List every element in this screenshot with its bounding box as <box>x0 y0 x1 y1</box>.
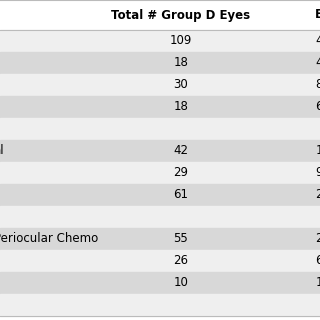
Text: 109: 109 <box>170 35 192 47</box>
Bar <box>0 184 320 206</box>
Bar <box>0 140 320 162</box>
Bar <box>0 162 320 184</box>
Bar <box>0 250 320 272</box>
Text: 18: 18 <box>173 57 188 69</box>
Bar <box>0 30 320 52</box>
Text: 29: 29 <box>173 166 188 180</box>
Text: 4: 4 <box>315 57 320 69</box>
Text: E: E <box>315 9 320 21</box>
Text: 6: 6 <box>315 100 320 114</box>
Text: Periocular Chemo: Periocular Chemo <box>0 233 98 245</box>
Text: 55: 55 <box>173 233 188 245</box>
Bar <box>0 0 320 30</box>
Text: 8: 8 <box>315 78 320 92</box>
Text: 9: 9 <box>315 166 320 180</box>
Bar <box>0 74 320 96</box>
Bar <box>0 272 320 294</box>
Text: 30: 30 <box>173 78 188 92</box>
Text: al: al <box>0 145 4 157</box>
Text: 2: 2 <box>315 188 320 202</box>
Bar <box>0 118 320 140</box>
Text: 2: 2 <box>315 233 320 245</box>
Bar <box>0 228 320 250</box>
Text: 1: 1 <box>315 276 320 290</box>
Bar <box>0 52 320 74</box>
Text: 10: 10 <box>173 276 188 290</box>
Text: 61: 61 <box>173 188 188 202</box>
Text: 6: 6 <box>315 254 320 268</box>
Text: 26: 26 <box>173 254 188 268</box>
Text: Total # Group D Eyes: Total # Group D Eyes <box>111 9 250 21</box>
Text: 1: 1 <box>315 145 320 157</box>
Bar <box>0 96 320 118</box>
Text: 4: 4 <box>315 35 320 47</box>
Text: 18: 18 <box>173 100 188 114</box>
Text: 42: 42 <box>173 145 188 157</box>
Bar <box>0 206 320 228</box>
Bar <box>0 294 320 316</box>
